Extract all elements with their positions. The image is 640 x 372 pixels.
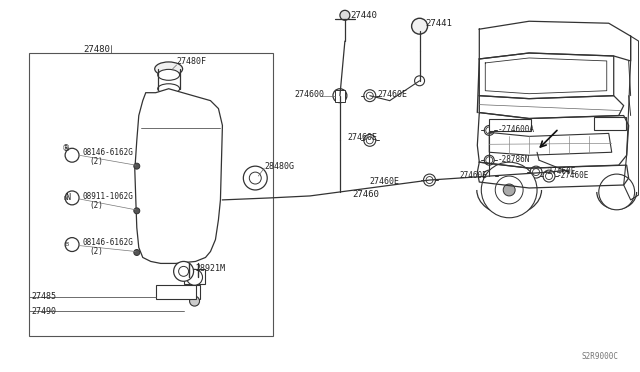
Text: 27460E: 27460E	[378, 90, 408, 99]
Circle shape	[426, 177, 433, 183]
Circle shape	[173, 262, 193, 281]
Text: (2): (2)	[89, 201, 103, 210]
Text: N: N	[65, 193, 70, 202]
Circle shape	[65, 148, 79, 162]
Text: 08146-6162G: 08146-6162G	[82, 238, 133, 247]
Text: (2): (2)	[89, 157, 103, 166]
Circle shape	[486, 127, 493, 134]
Circle shape	[187, 269, 202, 285]
Bar	[156, 285, 196, 299]
Text: 274600: 274600	[294, 90, 324, 99]
Text: ®: ®	[62, 144, 70, 153]
Text: 08911-1062G: 08911-1062G	[82, 192, 133, 201]
Circle shape	[364, 134, 376, 146]
Circle shape	[366, 137, 373, 144]
Circle shape	[364, 90, 376, 102]
Circle shape	[484, 125, 494, 135]
Circle shape	[530, 166, 542, 178]
Circle shape	[543, 170, 555, 182]
Circle shape	[189, 296, 200, 306]
Circle shape	[532, 169, 540, 176]
Bar	[489, 119, 531, 131]
Text: 27480: 27480	[83, 45, 110, 54]
Circle shape	[179, 266, 189, 276]
Text: 27460E: 27460E	[460, 171, 487, 180]
Circle shape	[481, 162, 537, 218]
Text: 27460E: 27460E	[370, 177, 400, 186]
Circle shape	[415, 76, 424, 86]
Bar	[184, 269, 205, 284]
Text: 27460: 27460	[352, 190, 379, 199]
Circle shape	[134, 163, 140, 169]
Bar	[594, 116, 626, 131]
Circle shape	[340, 10, 350, 20]
Circle shape	[134, 250, 140, 256]
Text: 27460E: 27460E	[348, 134, 378, 142]
Circle shape	[545, 173, 552, 180]
Text: 27480F: 27480F	[177, 57, 207, 66]
Circle shape	[424, 174, 435, 186]
Circle shape	[65, 191, 79, 205]
Circle shape	[486, 157, 493, 164]
Text: -27460E: -27460E	[544, 167, 577, 176]
Text: 28480G: 28480G	[264, 162, 294, 171]
Text: 08146-6162G: 08146-6162G	[82, 148, 133, 157]
Bar	[29, 53, 273, 336]
Text: S2R9000C: S2R9000C	[582, 352, 619, 361]
Text: -28786N: -28786N	[497, 155, 530, 164]
Bar	[335, 90, 345, 102]
Text: -274600A: -274600A	[497, 125, 534, 134]
Ellipse shape	[157, 69, 180, 80]
Circle shape	[412, 18, 428, 34]
Bar	[189, 285, 200, 299]
Text: 27490: 27490	[31, 307, 56, 316]
Text: 27441: 27441	[426, 19, 452, 28]
Text: 27485: 27485	[31, 292, 56, 301]
Ellipse shape	[155, 62, 182, 76]
Text: N: N	[64, 196, 68, 201]
Text: B: B	[64, 242, 68, 247]
Polygon shape	[135, 89, 223, 263]
Circle shape	[484, 155, 494, 165]
Text: 27440: 27440	[350, 11, 377, 20]
Text: -27460E: -27460E	[557, 171, 589, 180]
Circle shape	[599, 174, 635, 210]
Circle shape	[134, 208, 140, 214]
Circle shape	[486, 173, 493, 180]
Ellipse shape	[157, 84, 180, 94]
Circle shape	[483, 170, 495, 182]
Circle shape	[250, 172, 261, 184]
Circle shape	[495, 176, 523, 204]
Circle shape	[243, 166, 268, 190]
Text: (2): (2)	[89, 247, 103, 256]
Circle shape	[503, 184, 515, 196]
Text: 28921M: 28921M	[196, 264, 225, 273]
Circle shape	[333, 89, 347, 103]
Text: B: B	[64, 147, 68, 152]
Circle shape	[65, 238, 79, 251]
Circle shape	[366, 92, 373, 99]
